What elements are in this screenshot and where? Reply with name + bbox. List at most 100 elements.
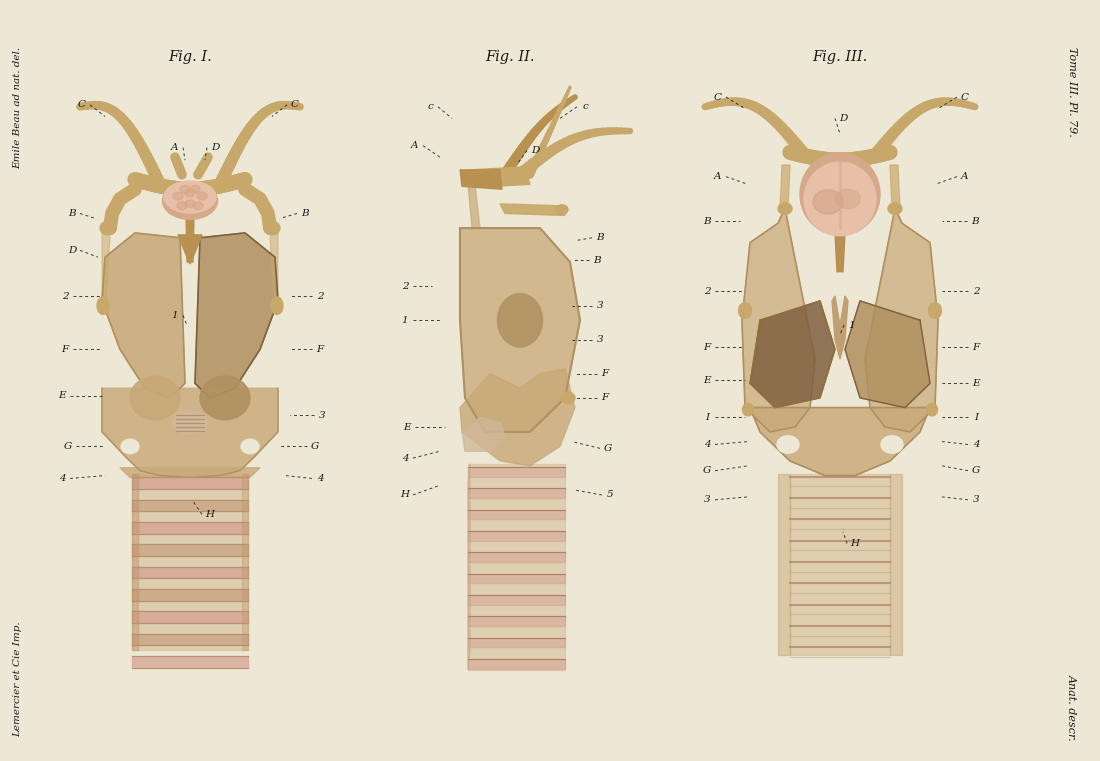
Ellipse shape (130, 376, 180, 420)
Text: 1: 1 (172, 311, 178, 320)
Text: A: A (714, 172, 722, 181)
Polygon shape (468, 638, 565, 648)
Text: F: F (703, 343, 711, 352)
Ellipse shape (561, 392, 575, 404)
Text: A: A (172, 143, 178, 152)
Ellipse shape (264, 221, 280, 235)
Text: B: B (596, 234, 604, 242)
Ellipse shape (778, 203, 792, 215)
Polygon shape (132, 656, 248, 667)
Ellipse shape (777, 436, 799, 454)
Text: Anat. descr.: Anat. descr. (1067, 674, 1077, 741)
Polygon shape (186, 215, 194, 262)
Ellipse shape (97, 297, 109, 314)
Text: I: I (974, 412, 978, 422)
Ellipse shape (556, 205, 568, 215)
Polygon shape (470, 167, 530, 187)
Polygon shape (468, 464, 470, 670)
Polygon shape (120, 468, 260, 477)
Polygon shape (468, 659, 565, 669)
Polygon shape (750, 408, 930, 476)
Text: 5: 5 (607, 490, 614, 499)
Text: G: G (64, 442, 73, 451)
Polygon shape (468, 184, 480, 228)
Text: 2: 2 (704, 287, 711, 295)
Polygon shape (780, 165, 790, 209)
Text: 3: 3 (596, 301, 603, 310)
Ellipse shape (173, 193, 183, 200)
Ellipse shape (271, 297, 283, 314)
Ellipse shape (163, 183, 218, 219)
Text: C: C (961, 93, 969, 101)
Ellipse shape (200, 376, 250, 420)
Text: 4: 4 (704, 440, 711, 449)
Polygon shape (865, 209, 938, 432)
Text: F: F (602, 393, 608, 403)
Ellipse shape (800, 153, 880, 235)
Ellipse shape (926, 403, 937, 416)
Polygon shape (132, 522, 248, 533)
Text: G: G (604, 444, 612, 453)
Polygon shape (462, 417, 505, 451)
Text: 2: 2 (62, 291, 68, 301)
Polygon shape (778, 473, 790, 655)
Ellipse shape (881, 436, 903, 454)
Polygon shape (468, 595, 565, 605)
Ellipse shape (197, 193, 207, 200)
Polygon shape (132, 477, 248, 489)
Text: F: F (602, 369, 608, 378)
Ellipse shape (190, 186, 200, 193)
Polygon shape (242, 473, 248, 650)
Text: H: H (850, 539, 859, 548)
Text: Emile Beau ad nat. del.: Emile Beau ad nat. del. (13, 46, 22, 169)
Ellipse shape (185, 200, 195, 208)
Text: D: D (531, 146, 539, 155)
Text: 4: 4 (402, 454, 408, 463)
Polygon shape (132, 611, 248, 623)
Text: D: D (68, 246, 76, 255)
Polygon shape (468, 552, 565, 562)
Polygon shape (468, 510, 565, 519)
Text: H: H (206, 510, 214, 519)
Polygon shape (468, 531, 565, 540)
Text: B: B (301, 209, 309, 218)
Ellipse shape (813, 189, 843, 214)
Text: B: B (971, 217, 979, 226)
Polygon shape (468, 574, 565, 583)
Polygon shape (132, 473, 138, 650)
Polygon shape (132, 589, 248, 600)
Polygon shape (890, 473, 902, 655)
Ellipse shape (177, 202, 187, 209)
Text: F: F (62, 345, 68, 354)
Polygon shape (835, 233, 845, 272)
Polygon shape (832, 296, 848, 359)
Polygon shape (468, 466, 565, 476)
Text: F: F (972, 343, 980, 352)
Text: 3: 3 (319, 411, 326, 420)
Polygon shape (132, 544, 248, 556)
Polygon shape (742, 209, 815, 432)
Polygon shape (845, 301, 930, 408)
Polygon shape (468, 488, 565, 498)
Polygon shape (102, 388, 278, 477)
Ellipse shape (928, 303, 942, 318)
Text: Lemercier et Cie Imp.: Lemercier et Cie Imp. (13, 621, 22, 737)
Text: 4: 4 (58, 474, 65, 483)
Polygon shape (270, 228, 278, 301)
Text: C: C (78, 100, 86, 110)
Text: F: F (317, 345, 323, 354)
Polygon shape (132, 500, 248, 511)
Ellipse shape (241, 439, 258, 454)
Ellipse shape (738, 303, 751, 318)
Polygon shape (102, 228, 110, 301)
Polygon shape (102, 233, 185, 398)
Text: H: H (400, 490, 409, 499)
Text: B: B (703, 217, 711, 226)
Text: 2: 2 (972, 287, 979, 295)
Text: B: B (593, 256, 601, 265)
Polygon shape (460, 369, 575, 466)
Text: C: C (714, 93, 722, 101)
Text: B: B (68, 209, 76, 218)
Polygon shape (178, 235, 202, 264)
Text: c: c (582, 102, 587, 111)
